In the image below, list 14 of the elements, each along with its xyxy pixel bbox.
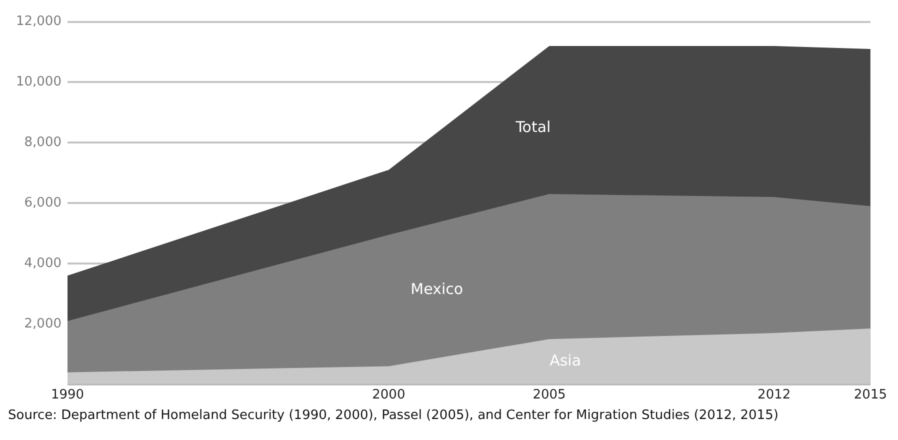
x-tick-label: 2000 [372, 388, 406, 403]
y-tick-label: 6,000 [24, 195, 62, 210]
series-label: Mexico [410, 280, 464, 298]
source-note: Source: Department of Homeland Security (1990, 2000), Passel (2005), and Center for Migration Studies (2012, 2015) [8, 408, 780, 423]
x-tick-label: 2012 [758, 388, 791, 403]
y-tick-label: 8,000 [24, 135, 62, 150]
y-tick-label: 2,000 [24, 316, 62, 332]
x-tick-label: 2015 [854, 388, 888, 403]
series-label: Total [514, 118, 551, 136]
x-tick-label: 2005 [532, 388, 566, 403]
y-tick-label: 4,000 [24, 256, 62, 271]
y-tick-label: 10,000 [16, 74, 62, 90]
x-tick-label: 1990 [50, 388, 84, 403]
y-tick-label: 12,000 [16, 14, 62, 30]
